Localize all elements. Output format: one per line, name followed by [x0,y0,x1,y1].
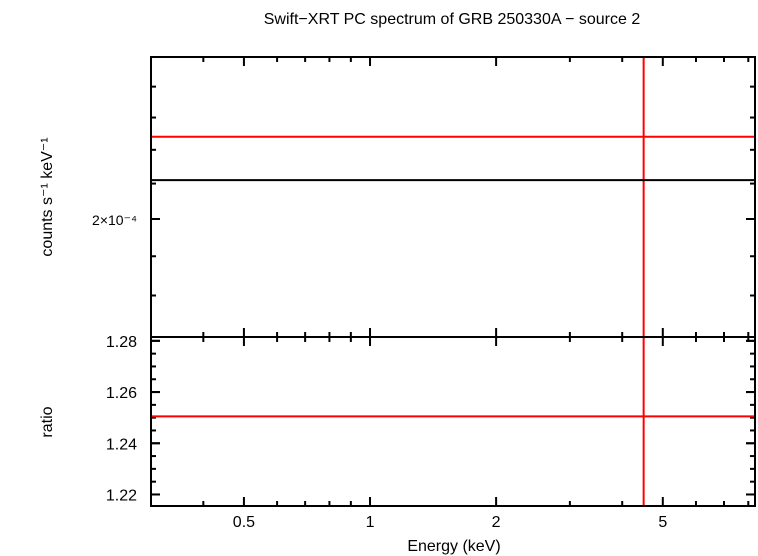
y-tick-label: 1.26 [106,385,137,402]
y-tick-label: 1.22 [106,487,137,504]
x-tick-label: 0.5 [233,514,255,531]
x-tick-label: 5 [658,514,667,531]
x-axis-label: Energy (keV) [407,538,500,555]
y-tick-label: 1.28 [106,334,137,351]
y-axis-label-ratio: ratio [39,406,56,437]
y-tick-label: 1.24 [106,436,137,453]
x-tick-label: 1 [366,514,375,531]
x-tick-label: 2 [492,514,501,531]
chart-title: Swift−XRT PC spectrum of GRB 250330A − s… [264,11,641,28]
plot-frame [150,336,756,507]
y-tick-label: 2×10⁻⁴ [92,212,137,228]
spectrum-panel: 2×10⁻⁴ [92,56,756,338]
plot-frame [150,56,756,338]
y-axis-label-spectrum: counts s⁻¹ keV⁻¹ [39,137,56,256]
ratio-panel: 1.22 1.24 1.26 1.28 0.5 1 2 5 [106,334,756,531]
